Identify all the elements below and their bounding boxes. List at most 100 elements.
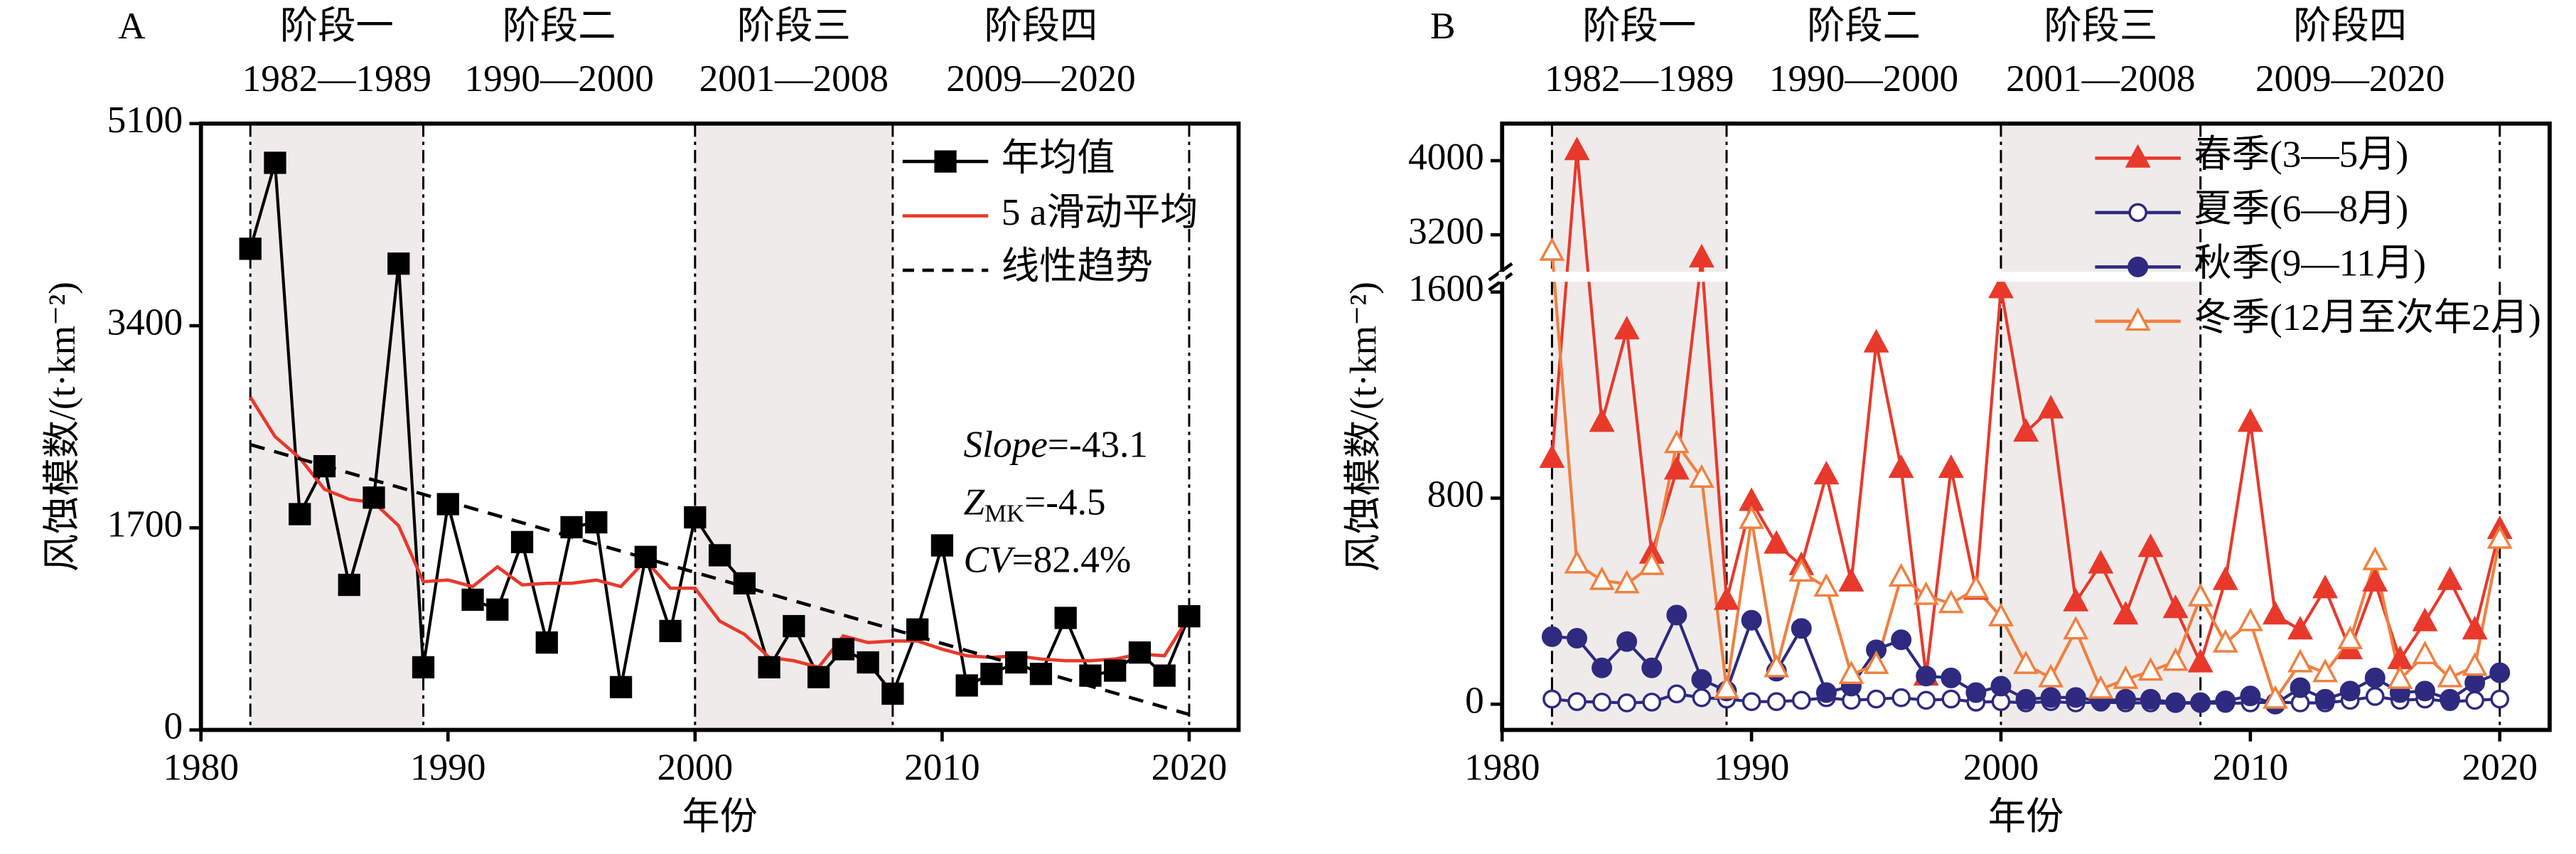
marker [1005,651,1028,674]
marker [2464,672,2486,693]
y-axis-label: 风蚀模数/(t·km⁻²) [41,282,83,572]
marker [2337,625,2363,650]
marker [2237,607,2263,631]
marker [1692,688,1712,708]
annotation-symbol: Slope [964,424,1048,466]
stage-name: 阶段二 [503,5,616,47]
panel-label: B [1430,5,1456,47]
marker [2262,685,2288,709]
annotation-symbol: Z [964,481,986,523]
stage-name: 阶段三 [2044,5,2157,47]
stage-period: 1990—2000 [1769,58,1958,100]
y-tick-label: 0 [164,705,183,747]
legend-label: 春季(3—5月) [2194,134,2408,176]
marker [436,493,459,516]
marker [2437,566,2463,590]
marker [2490,689,2510,709]
stage-period: 1990—2000 [464,58,653,100]
stage-name: 阶段三 [737,5,851,47]
marker [1988,602,2014,626]
marker [832,638,855,661]
marker [2137,533,2164,557]
x-tick-label: 1990 [1714,747,1790,789]
marker [1838,567,1864,592]
marker [1104,659,1127,682]
marker [387,252,410,275]
marker [1916,666,1937,687]
marker [2113,665,2139,689]
marker [1965,682,1987,703]
legend-label: 线性趋势 [1002,245,1153,287]
annotation: ZMK=-4.5 [964,481,1106,528]
annotation: Slope=-43.1 [964,424,1148,466]
marker [1029,663,1053,685]
marker [1178,605,1201,628]
marker [1054,607,1077,629]
marker [412,656,435,679]
marker [1741,609,1762,631]
marker [2387,645,2413,669]
marker [2125,306,2151,331]
x-tick-label: 1980 [163,747,239,789]
marker [2115,688,2136,710]
marker [1714,675,1739,699]
stage-period: 1982—1989 [242,58,431,100]
marker [2489,662,2511,683]
marker [1838,660,1864,684]
marker [2162,594,2189,619]
annotation-value: =-4.5 [1024,481,1105,523]
marker [1642,693,1662,712]
marker [708,544,731,567]
marker [1888,454,1914,479]
axis-break [1486,272,2547,282]
marker [2339,680,2361,702]
marker [2088,550,2114,574]
marker [1714,586,1739,610]
y-tick-label: 800 [1427,474,1484,516]
series-line [249,443,1190,717]
marker [1742,692,1761,711]
marker [1963,575,1989,599]
marker [1567,628,1587,649]
marker [1541,626,1562,647]
series-line [249,396,1191,670]
marker [1666,604,1687,626]
marker [2038,663,2064,688]
marker [1938,589,1964,614]
marker [2088,675,2114,699]
marker [2262,601,2288,625]
marker [1592,657,1613,678]
stage-name: 阶段一 [1582,5,1696,47]
stage-shade [694,123,893,730]
marker [1813,461,1840,485]
marker [2312,658,2339,683]
y-tick-label: 1600 [1408,267,1484,309]
marker [2365,687,2385,706]
marker [733,572,756,594]
marker [2290,677,2311,698]
panel-1: 阶段一 1982—1989 阶段二 1990—2000 阶段三 2001—2008 阶段四 2… [1342,5,2552,838]
marker [2287,616,2314,640]
marker [338,573,360,597]
marker [634,545,657,568]
marker [2415,680,2435,702]
marker [510,530,534,553]
marker [2362,546,2388,570]
annotation-subscript: MK [984,499,1024,527]
marker [560,516,583,539]
marker [1589,408,1615,432]
marker [2187,648,2213,673]
marker [1691,669,1712,690]
marker [1867,689,1886,709]
stage-period: 2001—2008 [699,58,889,100]
legend-label: 年均值 [1002,137,1115,178]
marker [1614,316,1640,340]
marker [1641,657,1663,678]
marker [2128,203,2147,223]
axis-break [1498,272,1506,282]
x-tick-label: 2010 [904,747,980,789]
marker [1663,456,1690,480]
marker [934,150,957,173]
legend-label: 5 a滑动平均 [1002,191,1198,233]
marker [2065,687,2086,708]
